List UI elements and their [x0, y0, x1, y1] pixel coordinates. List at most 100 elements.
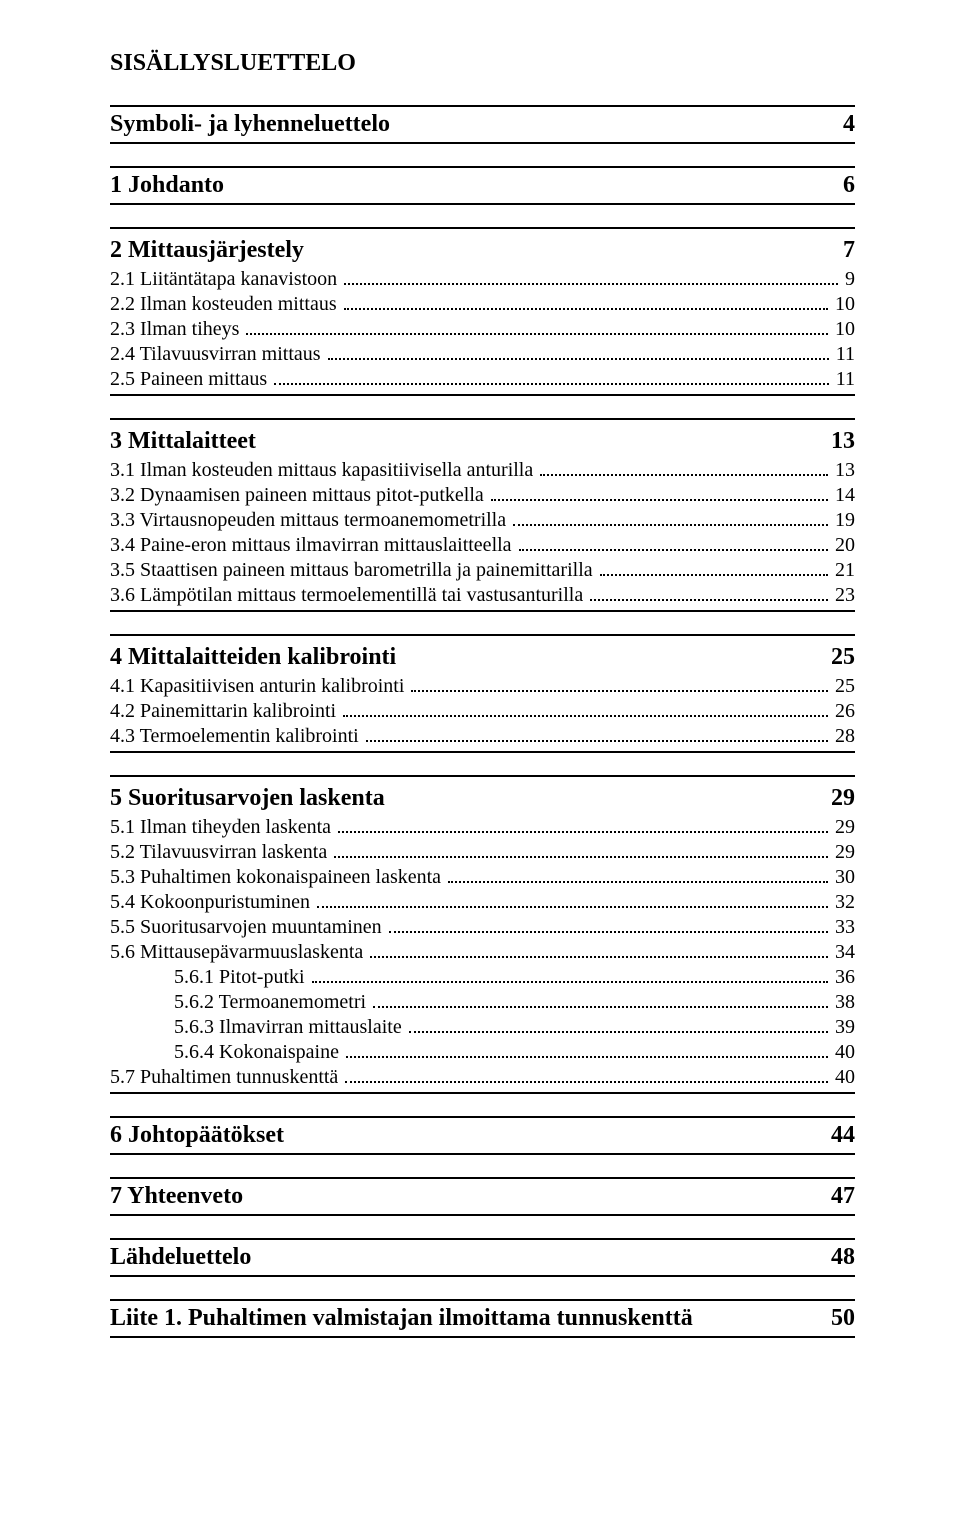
- toc-section-bordered: 1 Johdanto6: [110, 166, 855, 205]
- toc-sub-label: 3.6 Lämpötilan mittaus termoelementillä …: [110, 583, 583, 608]
- toc-section-heading: Liite 1. Puhaltimen valmistajan ilmoitta…: [110, 1305, 855, 1332]
- toc-section-bordered: Lähdeluettelo 48: [110, 1238, 855, 1277]
- toc-sub-label: 5.5 Suoritusarvojen muuntaminen: [110, 915, 382, 940]
- toc-section-label: 4 Mittalaitteiden kalibrointi: [110, 644, 396, 671]
- toc-section: 4 Mittalaitteiden kalibrointi254.1 Kapas…: [110, 634, 855, 753]
- toc-section-heading: 6 Johtopäätökset44: [110, 1122, 855, 1149]
- toc-sub-page: 25: [835, 674, 855, 699]
- toc-sub-page: 13: [835, 458, 855, 483]
- toc-sub-row: 5.6.1 Pitot-putki36: [110, 965, 855, 990]
- toc-sub-page: 19: [835, 508, 855, 533]
- toc-sub-page: 26: [835, 699, 855, 724]
- toc-sub-page: 40: [835, 1065, 855, 1090]
- toc-section-page: 13: [831, 428, 855, 455]
- toc-sub-row: 2.2 Ilman kosteuden mittaus 10: [110, 292, 855, 317]
- toc-sub-page: 40: [835, 1040, 855, 1065]
- toc-section-heading: 4 Mittalaitteiden kalibrointi 25: [110, 644, 855, 671]
- toc-sub-row: 5.5 Suoritusarvojen muuntaminen 33: [110, 915, 855, 940]
- toc-sub-label: 5.4 Kokoonpuristuminen: [110, 890, 310, 915]
- toc-sub-page: 9: [845, 267, 855, 292]
- toc-sub-page: 23: [835, 583, 855, 608]
- toc-sub-page: 28: [835, 724, 855, 749]
- toc-dot-leader: [317, 906, 828, 908]
- toc-section-heading: 7 Yhteenveto47: [110, 1183, 855, 1210]
- toc-section-label: 3 Mittalaitteet: [110, 428, 256, 455]
- toc-sub-page: 38: [835, 990, 855, 1015]
- toc-page: SISÄLLYSLUETTELO Symboli- ja lyhenneluet…: [0, 0, 960, 1388]
- toc-sub-row: 5.6.3 Ilmavirran mittauslaite 39: [110, 1015, 855, 1040]
- toc-section-label: 2 Mittausjärjestely: [110, 237, 304, 264]
- toc-section-page: 44: [831, 1122, 855, 1149]
- toc-section-heading: Symboli- ja lyhenneluettelo 4: [110, 111, 855, 138]
- toc-section-page: 4: [843, 111, 855, 138]
- toc-dot-leader: [344, 308, 828, 310]
- toc-sub-row: 5.6.2 Termoanemometri38: [110, 990, 855, 1015]
- toc-section: 5 Suoritusarvojen laskenta29 5.1 Ilman ti…: [110, 775, 855, 1094]
- toc-section-heading: 5 Suoritusarvojen laskenta29: [110, 785, 855, 812]
- toc-sub-page: 21: [835, 558, 855, 583]
- toc-sub-row: 2.1 Liitäntätapa kanavistoon 9: [110, 267, 855, 292]
- toc-section-page: 48: [831, 1244, 855, 1271]
- toc-sub-label: 5.6.4 Kokonaispaine: [174, 1040, 339, 1065]
- toc-section-label: Lähdeluettelo: [110, 1244, 251, 1271]
- toc-sub-row: 2.3 Ilman tiheys10: [110, 317, 855, 342]
- toc-sub-page: 33: [835, 915, 855, 940]
- toc-sub-label: 2.5 Paineen mittaus: [110, 367, 267, 392]
- page-title: SISÄLLYSLUETTELO: [110, 50, 855, 77]
- toc-sub-label: 3.1 Ilman kosteuden mittaus kapasitiivis…: [110, 458, 533, 483]
- toc-sub-page: 29: [835, 840, 855, 865]
- toc-section-bordered: 3 Mittalaitteet 13 3.1 Ilman kosteuden mit…: [110, 418, 855, 612]
- toc-dot-leader: [246, 333, 828, 335]
- toc-sub-page: 39: [835, 1015, 855, 1040]
- toc-sub-page: 32: [835, 890, 855, 915]
- toc-dot-leader: [328, 358, 829, 360]
- toc-dot-leader: [513, 524, 828, 526]
- toc-sub-label: 5.3 Puhaltimen kokonaispaineen laskenta: [110, 865, 441, 890]
- toc-dot-leader: [540, 474, 828, 476]
- toc-section-page: 29: [831, 785, 855, 812]
- toc-dot-leader: [448, 881, 828, 883]
- toc-dot-leader: [389, 931, 828, 933]
- toc-section-page: 25: [831, 644, 855, 671]
- toc-dot-leader: [366, 740, 828, 742]
- toc-sub-row: 4.3 Termoelementin kalibrointi 28: [110, 724, 855, 749]
- toc-section-bordered: 2 Mittausjärjestely72.1 Liitäntätapa kan…: [110, 227, 855, 396]
- toc-section-bordered: 4 Mittalaitteiden kalibrointi254.1 Kapas…: [110, 634, 855, 753]
- toc-section-bordered: Liite 1. Puhaltimen valmistajan ilmoitta…: [110, 1299, 855, 1338]
- toc-sub-label: 2.1 Liitäntätapa kanavistoon: [110, 267, 337, 292]
- toc-sub-label: 2.2 Ilman kosteuden mittaus: [110, 292, 337, 317]
- toc-sub-row: 3.2 Dynaamisen paineen mittaus pitot-put…: [110, 483, 855, 508]
- toc-dot-leader: [344, 283, 838, 285]
- toc-sub-page: 10: [835, 292, 855, 317]
- toc-sub-page: 34: [835, 940, 855, 965]
- toc-section: 2 Mittausjärjestely72.1 Liitäntätapa kan…: [110, 227, 855, 396]
- toc-section-label: Liite 1. Puhaltimen valmistajan ilmoitta…: [110, 1305, 693, 1332]
- toc-sub-row: 3.3 Virtausnopeuden mittaus termoanemome…: [110, 508, 855, 533]
- toc-section-heading: 3 Mittalaitteet 13: [110, 428, 855, 455]
- toc-section-page: 47: [831, 1183, 855, 1210]
- toc-sub-label: 5.1 Ilman tiheyden laskenta: [110, 815, 331, 840]
- toc-sub-row: 5.1 Ilman tiheyden laskenta29: [110, 815, 855, 840]
- toc-sub-row: 2.5 Paineen mittaus 11: [110, 367, 855, 392]
- toc-sub-label: 3.5 Staattisen paineen mittaus barometri…: [110, 558, 593, 583]
- toc-sub-row: 5.3 Puhaltimen kokonaispaineen laskenta3…: [110, 865, 855, 890]
- toc-sub-page: 14: [835, 483, 855, 508]
- toc-sub-page: 11: [836, 367, 855, 392]
- toc-section-label: Symboli- ja lyhenneluettelo: [110, 111, 390, 138]
- toc-sub-label: 2.3 Ilman tiheys: [110, 317, 239, 342]
- toc-sub-label: 4.3 Termoelementin kalibrointi: [110, 724, 359, 749]
- toc-sub-label: 4.2 Painemittarin kalibrointi: [110, 699, 336, 724]
- toc-sub-row: 3.5 Staattisen paineen mittaus barometri…: [110, 558, 855, 583]
- toc-sub-row: 4.1 Kapasitiivisen anturin kalibrointi25: [110, 674, 855, 699]
- toc-sub-label: 5.7 Puhaltimen tunnuskenttä: [110, 1065, 338, 1090]
- toc-sub-label: 5.6.3 Ilmavirran mittauslaite: [174, 1015, 402, 1040]
- toc-container: Symboli- ja lyhenneluettelo 4 1 Johdanto6 2…: [110, 105, 855, 1338]
- toc-dot-leader: [343, 715, 828, 717]
- toc-section-heading: Lähdeluettelo 48: [110, 1244, 855, 1271]
- toc-sub-row: 2.4 Tilavuusvirran mittaus11: [110, 342, 855, 367]
- toc-dot-leader: [370, 956, 828, 958]
- toc-sub-page: 20: [835, 533, 855, 558]
- toc-dot-leader: [274, 383, 829, 385]
- toc-sub-row: 5.6 Mittausepävarmuuslaskenta34: [110, 940, 855, 965]
- toc-dot-leader: [345, 1081, 828, 1083]
